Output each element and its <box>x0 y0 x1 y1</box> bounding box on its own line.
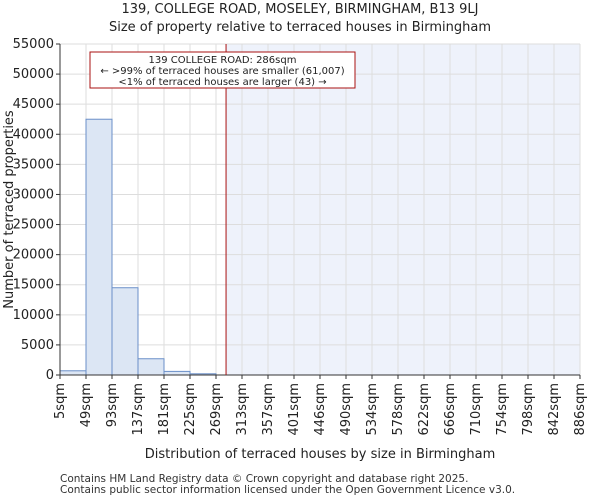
x-tick-label: 357sqm <box>261 383 276 436</box>
y-tick-label: 15000 <box>13 278 54 293</box>
x-tick-label: 622sqm <box>417 383 432 436</box>
annotation-box <box>89 51 356 89</box>
larger-region-shade <box>226 44 580 375</box>
y-tick-label: 35000 <box>13 157 54 172</box>
y-tick-label: 55000 <box>13 37 54 52</box>
annotation-line-3: <1% of terraced houses are larger (43) → <box>118 77 326 88</box>
x-tick-label: 137sqm <box>131 383 146 436</box>
bar-137sqm <box>137 358 165 376</box>
x-tick-label: 269sqm <box>209 383 224 436</box>
x-tick-label: 5sqm <box>53 383 68 419</box>
bar-93sqm <box>111 287 139 376</box>
x-tick-label: 181sqm <box>157 383 172 436</box>
x-axis-label: Distribution of terraced houses by size … <box>145 447 495 462</box>
x-tick-label: 401sqm <box>287 383 302 436</box>
y-tick-label: 45000 <box>13 97 54 112</box>
y-tick-label: 40000 <box>13 127 54 142</box>
y-tick-label: 5000 <box>21 338 54 353</box>
annotation-line-1: 139 COLLEGE ROAD: 286sqm <box>149 55 297 66</box>
y-tick-label: 20000 <box>13 248 54 263</box>
x-tick-label: 666sqm <box>443 383 458 436</box>
y-tick-label: 0 <box>46 368 54 383</box>
x-tick-label: 49sqm <box>79 383 94 427</box>
x-tick-label: 710sqm <box>469 383 484 436</box>
x-tick-label: 313sqm <box>235 383 250 436</box>
x-tick-label: 578sqm <box>391 383 406 436</box>
y-axis-label: Number of terraced properties <box>2 110 17 309</box>
bar-181sqm <box>163 370 191 376</box>
x-tick-label: 490sqm <box>339 383 354 436</box>
chart-subtitle: Size of property relative to terraced ho… <box>108 20 492 35</box>
x-tick-label: 842sqm <box>547 383 562 436</box>
x-tick-label: 798sqm <box>521 383 536 436</box>
footer-licence: Contains public sector information licen… <box>60 484 516 496</box>
footer-copyright: Contains HM Land Registry data © Crown c… <box>60 473 469 485</box>
x-tick-label: 534sqm <box>365 383 380 436</box>
x-tick-label: 754sqm <box>495 383 510 436</box>
x-tick-label: 886sqm <box>573 383 588 436</box>
y-tick-label: 10000 <box>13 308 54 323</box>
x-tick-label: 225sqm <box>183 383 198 436</box>
bar-49sqm <box>85 118 113 376</box>
chart-title: 139, COLLEGE ROAD, MOSELEY, BIRMINGHAM, … <box>121 2 479 17</box>
y-tick-label: 25000 <box>13 218 54 233</box>
x-tick-label: 93sqm <box>105 383 120 427</box>
y-tick-label: 50000 <box>13 67 54 82</box>
bar-5sqm <box>59 370 87 376</box>
y-tick-label: 30000 <box>13 187 54 202</box>
x-tick-label: 446sqm <box>313 383 328 436</box>
annotation-line-2: ← >99% of terraced houses are smaller (6… <box>100 66 344 77</box>
